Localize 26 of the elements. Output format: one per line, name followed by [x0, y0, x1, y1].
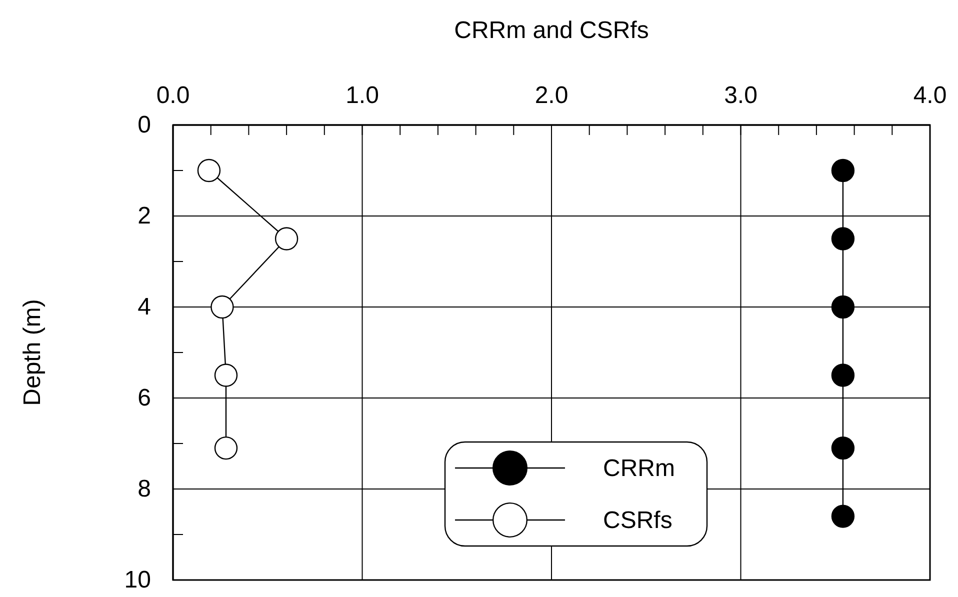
y-tick-label: 6	[138, 384, 151, 412]
y-tick-label: 0	[138, 112, 151, 139]
y-tick-label: 8	[138, 476, 151, 503]
y-tick-label: 2	[138, 202, 151, 230]
point	[210, 295, 234, 319]
point	[831, 158, 855, 182]
point	[831, 504, 855, 528]
x-tick-label: 2.0	[534, 82, 568, 109]
point	[214, 364, 238, 387]
point	[274, 227, 298, 250]
y-tick-label: 4	[138, 294, 151, 321]
x-axis-title: CRRm and CSRfs	[454, 17, 649, 44]
point	[831, 364, 855, 387]
x-tick-label: 0.0	[156, 82, 190, 109]
point	[831, 295, 855, 319]
x-tick-label: 4.0	[913, 82, 947, 109]
point	[831, 227, 855, 250]
x-tick-label: 1.0	[346, 82, 379, 109]
y-tick-label: 10	[124, 566, 151, 594]
legend-label: CSRfs	[603, 507, 672, 534]
point	[197, 158, 221, 182]
point	[831, 436, 855, 460]
x-tick-label: 3.0	[724, 82, 758, 109]
legend-label: CRRm	[603, 455, 675, 482]
point	[214, 436, 238, 460]
y-axis-title: Depth (m)	[19, 299, 46, 406]
